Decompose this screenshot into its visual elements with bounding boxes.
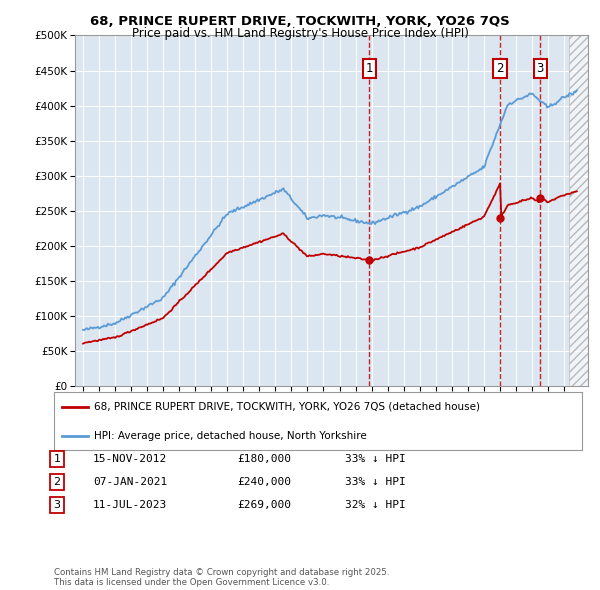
Text: 2: 2 <box>496 62 504 75</box>
Text: 3: 3 <box>536 62 544 75</box>
Text: 15-NOV-2012: 15-NOV-2012 <box>93 454 167 464</box>
Text: £240,000: £240,000 <box>237 477 291 487</box>
Text: 11-JUL-2023: 11-JUL-2023 <box>93 500 167 510</box>
Bar <box>569 35 596 386</box>
Text: 33% ↓ HPI: 33% ↓ HPI <box>345 477 406 487</box>
Text: 1: 1 <box>53 454 61 464</box>
Text: HPI: Average price, detached house, North Yorkshire: HPI: Average price, detached house, Nort… <box>94 431 367 441</box>
Text: 2: 2 <box>53 477 61 487</box>
Text: £269,000: £269,000 <box>237 500 291 510</box>
Text: 1: 1 <box>366 62 373 75</box>
Text: Price paid vs. HM Land Registry's House Price Index (HPI): Price paid vs. HM Land Registry's House … <box>131 27 469 40</box>
Text: £180,000: £180,000 <box>237 454 291 464</box>
Text: 68, PRINCE RUPERT DRIVE, TOCKWITH, YORK, YO26 7QS (detached house): 68, PRINCE RUPERT DRIVE, TOCKWITH, YORK,… <box>94 402 479 412</box>
Text: 32% ↓ HPI: 32% ↓ HPI <box>345 500 406 510</box>
Text: 33% ↓ HPI: 33% ↓ HPI <box>345 454 406 464</box>
Text: 3: 3 <box>53 500 61 510</box>
Text: Contains HM Land Registry data © Crown copyright and database right 2025.
This d: Contains HM Land Registry data © Crown c… <box>54 568 389 587</box>
Bar <box>569 35 596 386</box>
Text: 07-JAN-2021: 07-JAN-2021 <box>93 477 167 487</box>
Text: 68, PRINCE RUPERT DRIVE, TOCKWITH, YORK, YO26 7QS: 68, PRINCE RUPERT DRIVE, TOCKWITH, YORK,… <box>90 15 510 28</box>
